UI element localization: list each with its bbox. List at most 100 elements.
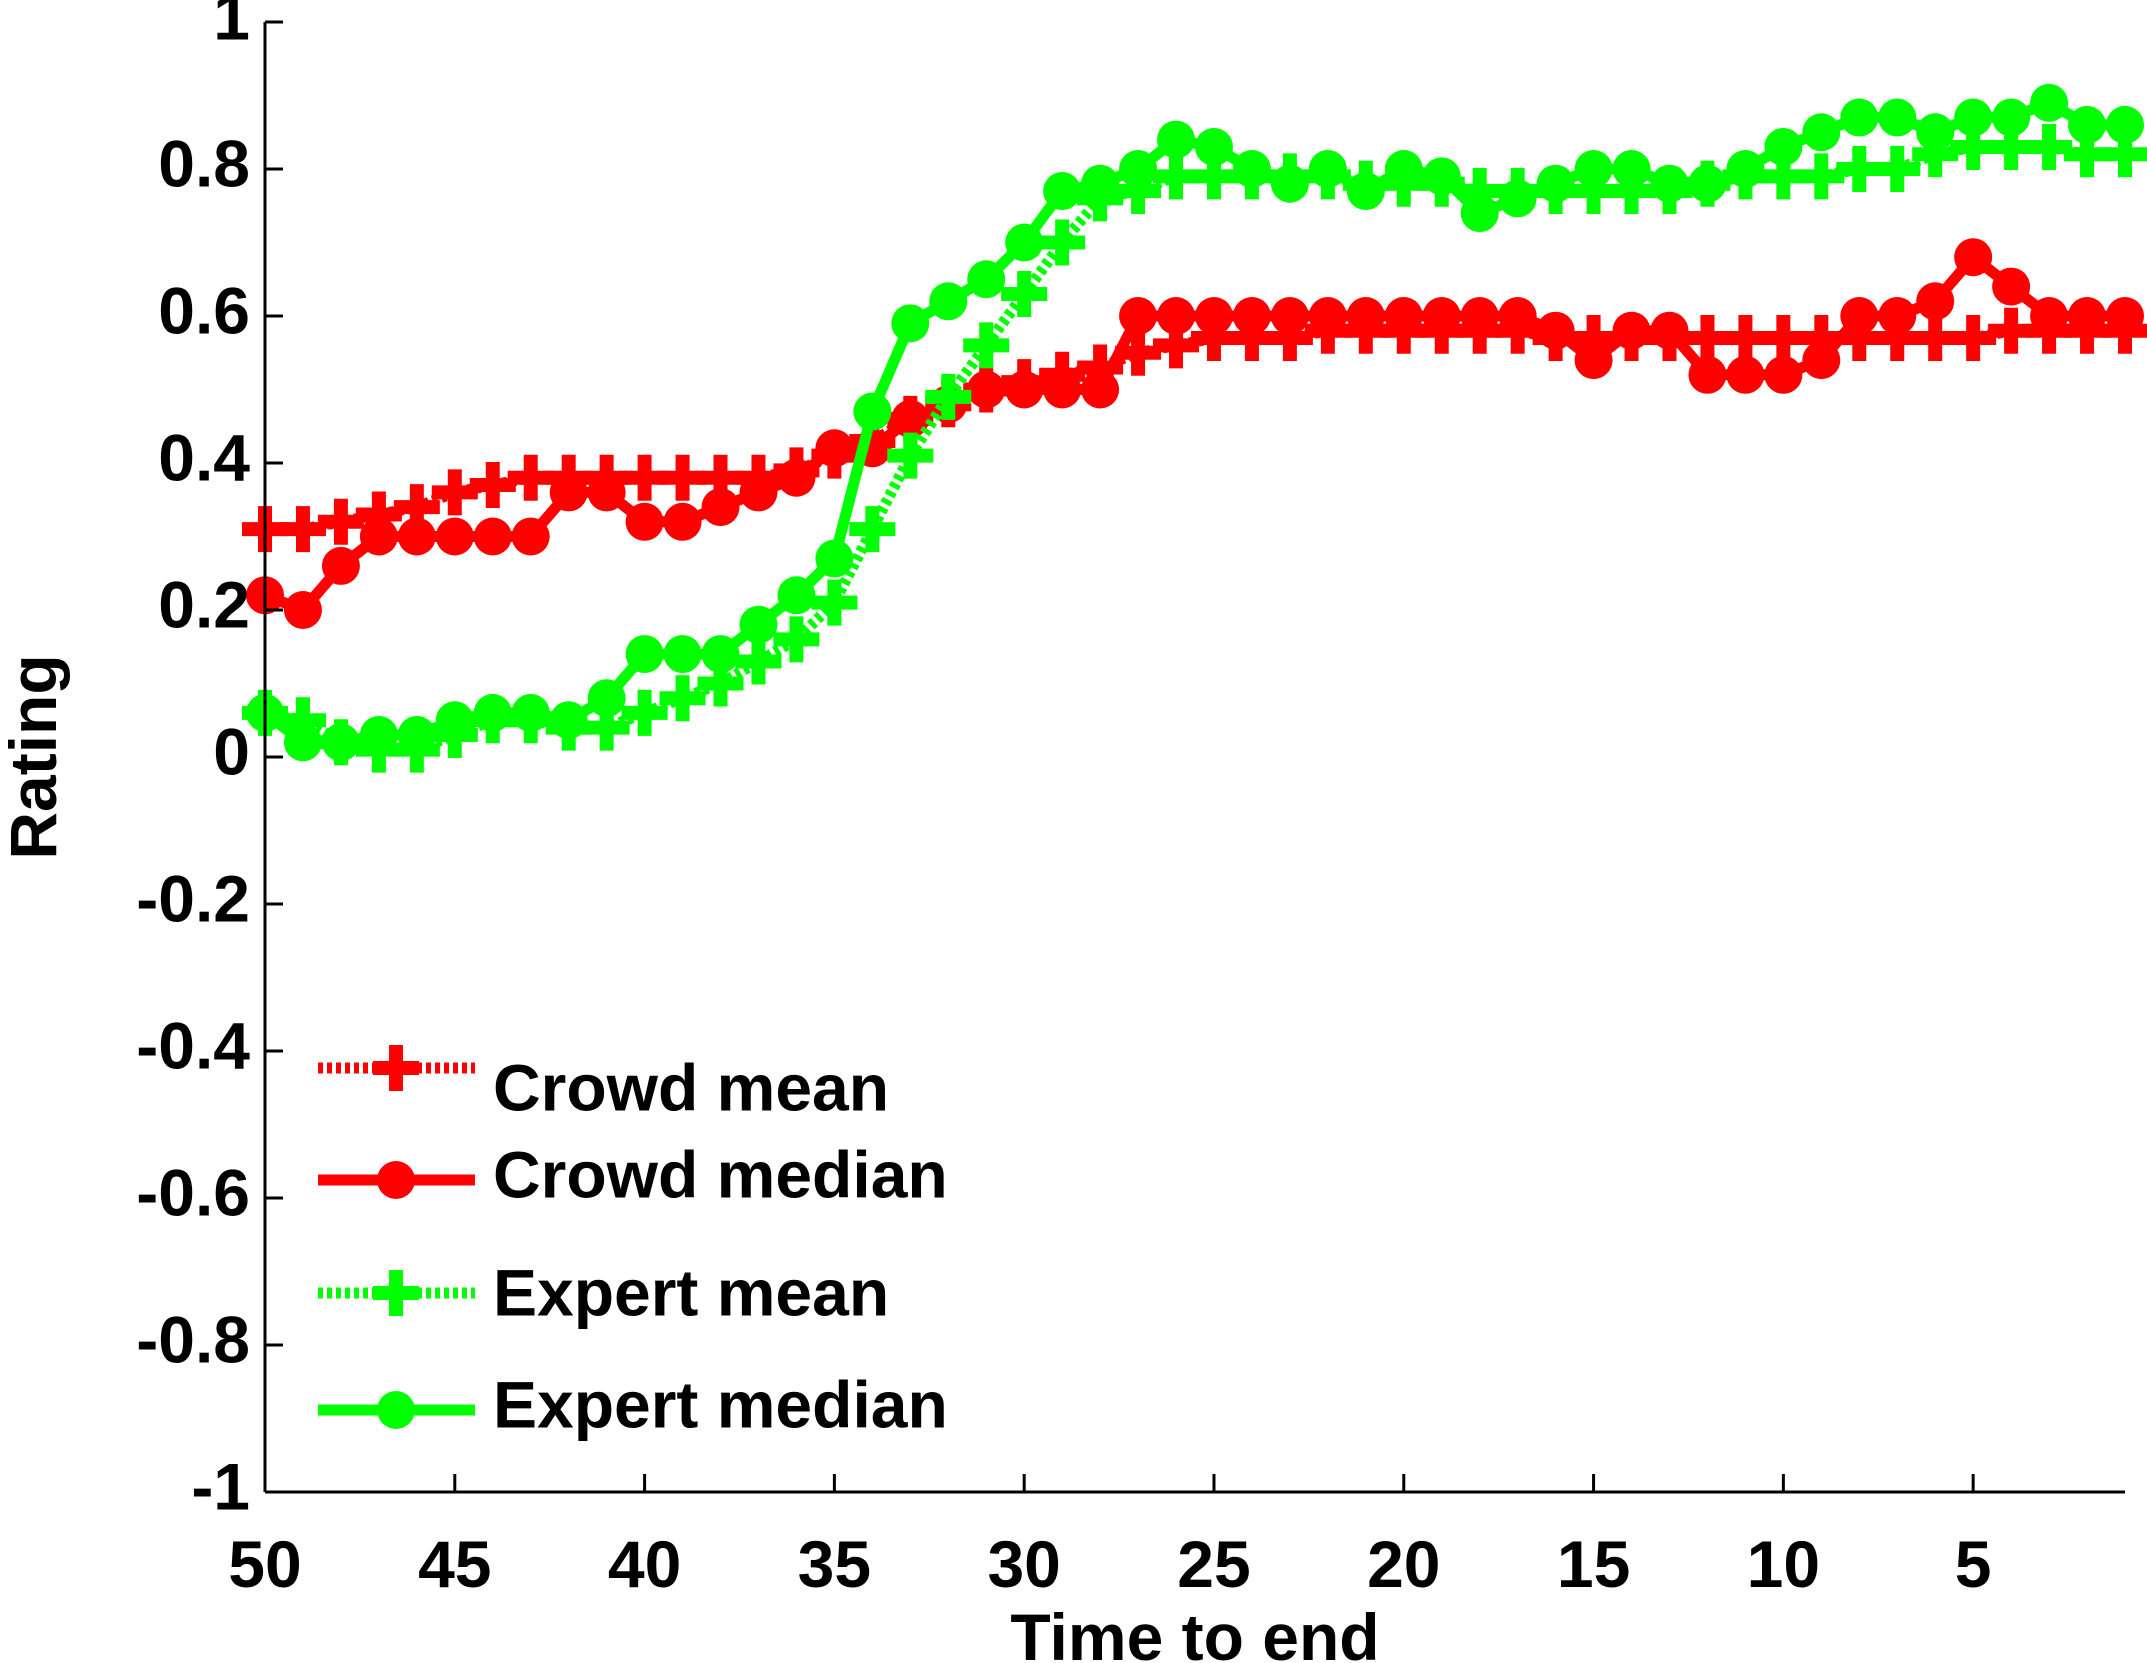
data-point	[739, 605, 778, 644]
data-point	[1270, 297, 1309, 335]
data-point	[1954, 98, 1993, 137]
data-point	[1005, 223, 1044, 262]
legend: Crowd mean Crowd median Expert mean Expe…	[318, 1045, 948, 1441]
data-point	[773, 616, 820, 663]
y-tick-label: -0.4	[136, 1008, 250, 1082]
data-point	[1684, 315, 1731, 362]
data-point	[1688, 355, 1727, 394]
data-point	[549, 701, 588, 740]
data-point	[1308, 150, 1347, 188]
data-point	[963, 322, 1010, 369]
data-point	[1039, 219, 1086, 266]
data-point	[1992, 98, 2031, 137]
y-tick-label: 0.4	[158, 420, 250, 494]
data-point	[397, 715, 436, 754]
data-point	[1612, 311, 1651, 350]
data-point	[1798, 153, 1845, 200]
data-point	[1194, 297, 1233, 335]
y-tick-label: -0.2	[136, 861, 250, 935]
data-point	[659, 675, 706, 722]
data-point	[1422, 297, 1461, 335]
data-point	[967, 260, 1006, 299]
data-point	[1950, 315, 1997, 362]
data-point	[1650, 311, 1689, 350]
data-point	[1764, 127, 1803, 166]
data-point	[739, 473, 778, 512]
data-point	[511, 693, 550, 732]
data-point	[1992, 267, 2031, 306]
data-point	[1422, 157, 1461, 196]
data-point	[1308, 297, 1347, 335]
data-point	[925, 373, 972, 420]
data-point	[853, 392, 892, 431]
data-point	[1119, 297, 1158, 335]
data-point	[1157, 120, 1196, 159]
y-tick-label: -0.8	[136, 1302, 250, 1376]
x-tick-label: 10	[1747, 1527, 1820, 1601]
data-point	[1153, 153, 1200, 200]
data-point	[1194, 127, 1233, 166]
data-point	[1802, 113, 1841, 152]
data-point	[1536, 311, 1575, 350]
data-point	[321, 723, 360, 762]
series-crowd-median	[246, 238, 2144, 629]
data-point	[777, 458, 816, 497]
data-point	[1764, 355, 1803, 394]
data-point	[1916, 113, 1955, 152]
data-point	[2106, 105, 2144, 144]
data-point	[735, 638, 782, 685]
data-point	[1612, 150, 1651, 188]
data-point	[891, 399, 930, 438]
x-tick-label: 25	[1177, 1527, 1250, 1601]
data-point	[1043, 172, 1082, 211]
y-tick-label: -1	[191, 1449, 250, 1523]
data-point	[1726, 150, 1765, 188]
data-point	[435, 517, 474, 556]
data-point	[279, 506, 326, 553]
y-tick-label: 0.8	[158, 126, 250, 200]
data-point	[1081, 370, 1120, 409]
data-point	[1232, 297, 1271, 335]
data-point	[587, 679, 626, 718]
data-point	[1726, 355, 1765, 394]
y-axis-label: Rating	[0, 654, 70, 859]
data-point	[1878, 297, 1917, 335]
data-point	[1232, 150, 1271, 188]
data-point	[1005, 370, 1044, 409]
data-point	[321, 546, 360, 585]
data-point	[359, 517, 398, 556]
data-point	[621, 689, 668, 736]
data-point	[967, 370, 1006, 409]
data-point	[283, 591, 322, 629]
data-point	[2068, 105, 2107, 144]
data-point	[507, 454, 554, 501]
y-tick-label: -0.6	[136, 1155, 250, 1229]
data-point	[1874, 146, 1921, 192]
data-point	[887, 432, 934, 479]
data-point	[2030, 297, 2069, 335]
data-point	[1119, 150, 1158, 188]
data-point	[815, 429, 854, 468]
data-point	[469, 462, 516, 509]
series-expert-median	[246, 83, 2144, 762]
data-point	[1760, 315, 1807, 362]
data-point	[625, 502, 664, 541]
legend-label-crowd-median: Crowd median	[493, 1137, 948, 1211]
data-point	[1954, 238, 1993, 277]
data-point	[621, 454, 668, 501]
data-point	[2106, 297, 2144, 335]
data-point	[1384, 297, 1423, 335]
x-tick-label: 30	[987, 1527, 1060, 1601]
data-point	[473, 517, 512, 556]
data-point	[1802, 341, 1841, 380]
y-tick-label: 0.6	[158, 273, 250, 347]
data-point	[659, 454, 706, 501]
data-point	[283, 723, 322, 762]
y-tick-label: 0.2	[158, 567, 250, 641]
data-point	[663, 502, 702, 541]
data-point	[1157, 297, 1196, 335]
data-point	[1574, 150, 1613, 188]
data-point	[663, 635, 702, 674]
